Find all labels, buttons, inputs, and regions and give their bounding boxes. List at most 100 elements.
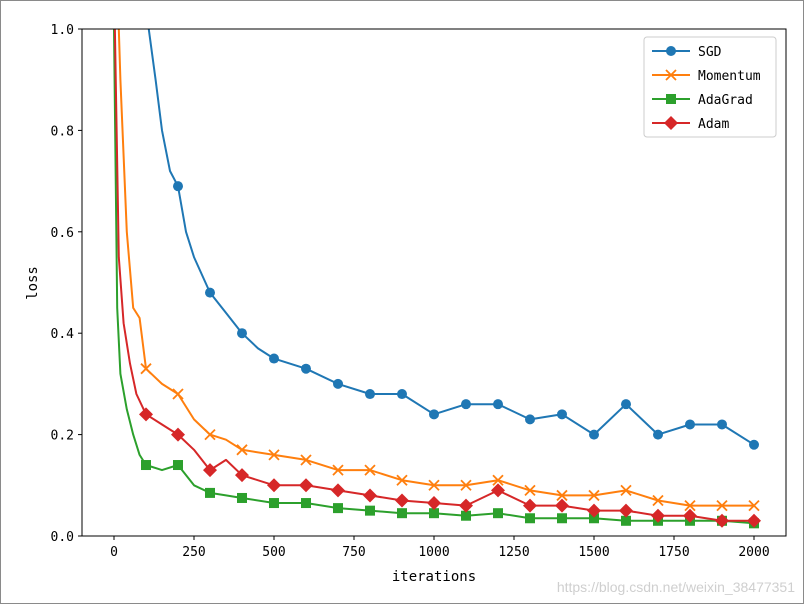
data-point-adagrad bbox=[237, 492, 247, 503]
data-point-adam bbox=[299, 478, 313, 493]
data-point-adam bbox=[235, 468, 249, 483]
data-point-adagrad bbox=[621, 515, 631, 526]
data-point-adam bbox=[523, 498, 537, 513]
data-point-sgd bbox=[685, 419, 695, 430]
legend-box bbox=[643, 36, 777, 138]
y-tick-label: 1.0 bbox=[51, 23, 74, 38]
legend-label-momentum: Momentum bbox=[698, 69, 761, 84]
data-point-adagrad bbox=[141, 460, 151, 471]
data-point-adagrad bbox=[269, 498, 279, 509]
legend-label-adam: Adam bbox=[698, 117, 729, 132]
data-point-adagrad bbox=[301, 498, 311, 509]
y-tick-label: 0.8 bbox=[51, 124, 74, 139]
x-tick-label: 500 bbox=[262, 545, 285, 560]
x-tick-label: 1250 bbox=[498, 545, 529, 560]
data-point-momentum bbox=[428, 479, 440, 491]
data-point-adam bbox=[491, 483, 505, 498]
data-point-sgd bbox=[429, 409, 439, 420]
legend-marker-adam bbox=[664, 116, 678, 130]
data-point-adam bbox=[715, 513, 729, 528]
data-point-momentum bbox=[268, 449, 280, 461]
data-point-sgd bbox=[365, 389, 375, 400]
data-point-sgd bbox=[269, 353, 279, 364]
data-point-adagrad bbox=[365, 505, 375, 516]
series-sgd bbox=[141, 4, 759, 450]
x-tick-label: 1000 bbox=[418, 545, 449, 560]
series-line-adam bbox=[113, 29, 754, 522]
data-point-sgd bbox=[589, 429, 599, 440]
data-point-momentum bbox=[140, 363, 152, 375]
data-point-sgd bbox=[237, 328, 247, 339]
y-tick-label: 0.0 bbox=[51, 530, 74, 545]
data-point-momentum bbox=[364, 464, 376, 476]
data-point-sgd bbox=[493, 399, 503, 410]
legend-marker-adagrad bbox=[666, 94, 676, 104]
data-point-momentum bbox=[588, 489, 600, 502]
y-tick-label: 0.2 bbox=[51, 429, 74, 444]
x-tick-label: 0 bbox=[110, 545, 118, 560]
legend-label-sgd: SGD bbox=[698, 45, 722, 60]
data-point-adam bbox=[139, 407, 153, 422]
x-tick-label: 1500 bbox=[578, 545, 609, 560]
data-point-momentum bbox=[332, 464, 344, 476]
x-tick-label: 2000 bbox=[738, 545, 769, 560]
data-point-momentum bbox=[492, 474, 504, 486]
data-point-adagrad bbox=[557, 513, 567, 524]
y-tick-label: 0.4 bbox=[51, 327, 75, 342]
data-point-sgd bbox=[749, 439, 759, 450]
data-point-adagrad bbox=[429, 508, 439, 519]
series-momentum bbox=[117, 29, 760, 512]
data-point-sgd bbox=[397, 389, 407, 400]
data-point-sgd bbox=[301, 363, 311, 374]
legend-marker-momentum bbox=[665, 69, 677, 81]
data-point-momentum bbox=[716, 499, 728, 512]
data-point-momentum bbox=[236, 444, 248, 456]
data-point-momentum bbox=[300, 454, 312, 466]
data-point-adam bbox=[331, 483, 345, 498]
data-point-adam bbox=[427, 496, 441, 511]
data-point-sgd bbox=[461, 399, 471, 410]
data-point-sgd bbox=[525, 414, 535, 425]
data-point-momentum bbox=[460, 479, 472, 491]
data-point-adagrad bbox=[589, 513, 599, 524]
data-point-momentum bbox=[204, 428, 216, 441]
data-point-sgd bbox=[557, 409, 567, 420]
data-point-adagrad bbox=[333, 503, 343, 514]
data-point-sgd bbox=[653, 429, 663, 440]
data-point-momentum bbox=[652, 494, 664, 507]
data-point-momentum bbox=[620, 484, 632, 497]
data-point-adam bbox=[171, 427, 185, 442]
data-point-adagrad bbox=[173, 460, 183, 471]
x-tick-label: 250 bbox=[182, 545, 205, 560]
data-point-momentum bbox=[524, 484, 536, 497]
data-point-adam bbox=[363, 488, 377, 503]
data-point-adam bbox=[747, 513, 761, 528]
legend-label-adagrad: AdaGrad bbox=[698, 93, 753, 108]
y-axis-label: loss bbox=[25, 266, 41, 300]
data-point-momentum bbox=[684, 499, 696, 512]
data-point-sgd bbox=[333, 378, 343, 389]
x-tick-label: 1750 bbox=[658, 545, 689, 560]
data-point-sgd bbox=[205, 287, 215, 298]
data-point-adam bbox=[203, 463, 217, 478]
watermark-text: https://blog.csdn.net/weixin_38477351 bbox=[556, 579, 795, 595]
data-point-adagrad bbox=[397, 508, 407, 519]
legend-marker-sgd bbox=[666, 46, 676, 56]
data-point-adam bbox=[395, 493, 409, 508]
data-point-sgd bbox=[173, 181, 183, 192]
data-point-adam bbox=[619, 503, 633, 518]
legend: SGD Momentum AdaGrad Adam bbox=[643, 36, 777, 138]
data-point-momentum bbox=[556, 489, 568, 502]
data-point-momentum bbox=[748, 499, 760, 512]
x-axis-label: iterations bbox=[392, 569, 476, 585]
data-point-adam bbox=[555, 498, 569, 513]
x-tick-label: 750 bbox=[342, 545, 365, 560]
data-point-adagrad bbox=[525, 513, 535, 524]
series-line-momentum bbox=[117, 29, 754, 507]
y-tick-label: 0.6 bbox=[51, 226, 74, 241]
data-point-adam bbox=[459, 498, 473, 513]
data-point-sgd bbox=[141, 4, 151, 14]
data-point-momentum bbox=[172, 388, 184, 400]
